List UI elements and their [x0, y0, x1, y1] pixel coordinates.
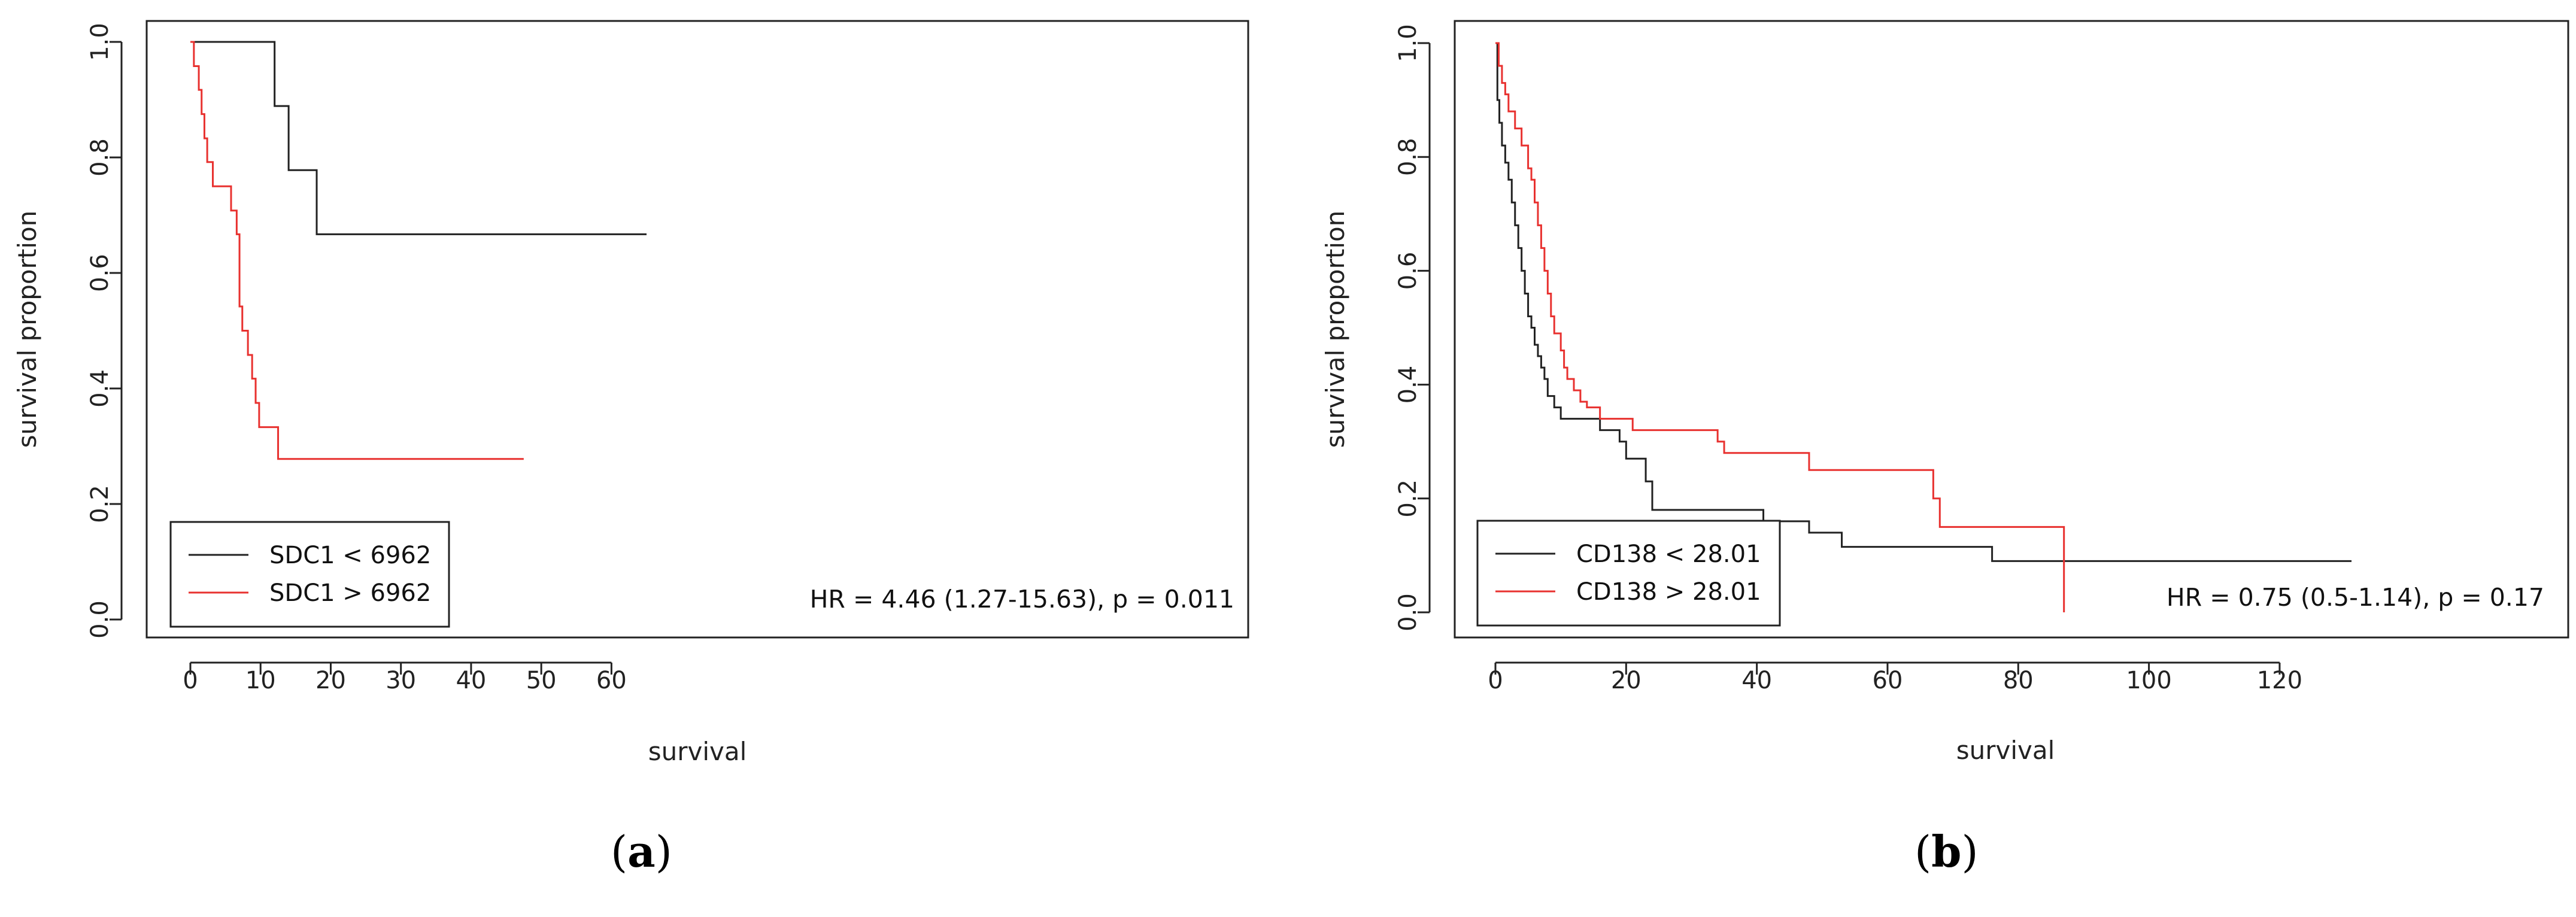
x-axis: 0 10 20 30 40 50 60 [183, 661, 627, 694]
x-tick-label: 120 [2257, 667, 2302, 694]
x-tick-label: 0 [183, 667, 198, 694]
y-axis: 0.0 0.2 0.4 0.6 0.8 1.0 [86, 23, 123, 639]
legend-entry-label: SDC1 < 6962 [269, 542, 431, 569]
x-tick-label: 80 [2003, 667, 2034, 694]
plot-frame [1454, 20, 2569, 639]
y-axis-label: survival proportion [13, 211, 42, 448]
x-axis-label: survival [648, 737, 747, 766]
legend-box [1476, 520, 1781, 627]
x-tick-label: 20 [1611, 667, 1642, 694]
y-tick-label: 0.2 [1394, 479, 1422, 518]
y-tick-label: 0.4 [1394, 366, 1422, 404]
x-tick-label: 40 [456, 667, 486, 694]
y-tick-label: 1.0 [1394, 24, 1422, 62]
series-line-high [190, 41, 524, 460]
plot-frame [145, 20, 1249, 639]
chart-panel-b: 0 20 40 60 80 100 120 0.0 0.2 0.4 0.6 0.8 1.0 surviva… [1321, 20, 2569, 765]
x-tick-label: 60 [596, 667, 627, 694]
legend: SDC1 < 6962 SDC1 > 6962 [169, 521, 450, 628]
x-tick-label: 20 [315, 667, 346, 694]
y-tick-label: 1.0 [86, 23, 114, 61]
series-line-high [1495, 42, 2065, 612]
y-axis-label: survival proportion [1321, 211, 1350, 448]
legend-entry-label: CD138 > 28.01 [1576, 578, 1761, 606]
legend-entry-label: SDC1 > 6962 [269, 579, 431, 607]
x-axis-label: survival [1956, 736, 2055, 765]
y-tick-label: 0.6 [1394, 252, 1422, 290]
x-tick-label: 50 [526, 667, 557, 694]
x-axis: 0 20 40 60 80 100 120 [1488, 661, 2302, 694]
series-line-low [190, 41, 647, 235]
x-tick-label: 40 [1741, 667, 1772, 694]
panel-label-b: b [1931, 826, 1962, 877]
x-tick-label: 0 [1488, 667, 1503, 694]
y-tick-label: 0.6 [86, 254, 114, 292]
chart-panel-a: 0 10 20 30 40 50 60 0.0 0.2 0.4 0.6 0.8 1.0 survival s… [13, 20, 1249, 766]
y-tick-label: 0.8 [1394, 138, 1422, 176]
panel-tag-b: (b) [1914, 826, 1979, 877]
y-axis: 0.0 0.2 0.4 0.6 0.8 1.0 [1394, 24, 1431, 631]
legend-box [169, 521, 450, 628]
x-tick-label: 10 [245, 667, 276, 694]
y-tick-label: 0.0 [86, 600, 114, 639]
panel-label-a: a [627, 826, 656, 877]
y-tick-label: 0.0 [1394, 593, 1422, 631]
series-line-low [1495, 42, 2352, 562]
legend: CD138 < 28.01 CD138 > 28.01 [1476, 520, 1781, 627]
hazard-ratio-annotation: HR = 4.46 (1.27-15.63), p = 0.011 [810, 585, 1234, 614]
y-tick-label: 0.4 [86, 369, 114, 408]
panel-tag-a: (a) [611, 826, 672, 877]
y-tick-label: 0.8 [86, 138, 114, 177]
x-tick-label: 30 [386, 667, 416, 694]
x-tick-label: 100 [2126, 667, 2171, 694]
legend-entry-label: CD138 < 28.01 [1576, 541, 1761, 568]
hazard-ratio-annotation: HR = 0.75 (0.5-1.14), p = 0.17 [2167, 583, 2544, 612]
y-tick-label: 0.2 [86, 485, 114, 523]
x-tick-label: 60 [1873, 667, 1903, 694]
